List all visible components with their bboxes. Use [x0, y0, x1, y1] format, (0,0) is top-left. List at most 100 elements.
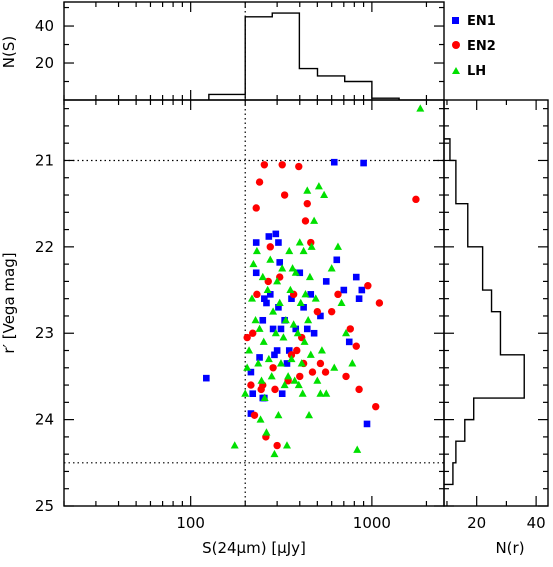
point-en1: [360, 159, 367, 167]
point-lh: [316, 389, 325, 397]
top-y-tick-label: 20: [35, 54, 54, 72]
point-en1: [303, 325, 311, 333]
point-lh: [348, 359, 357, 367]
y-tick-label: 25: [35, 497, 54, 515]
point-lh: [273, 277, 282, 285]
point-lh: [286, 285, 295, 294]
point-lh: [274, 410, 283, 419]
point-en1: [345, 338, 353, 346]
right-histogram: 20 40: [444, 100, 548, 532]
right-histogram-x-axis-label: N(r): [495, 539, 524, 557]
point-en2: [352, 342, 360, 350]
point-en1: [283, 360, 291, 367]
point-lh: [304, 315, 313, 324]
point-en1: [203, 374, 210, 382]
point-lh: [342, 328, 351, 337]
point-en2: [295, 162, 303, 171]
point-en1: [275, 304, 282, 311]
point-en1: [292, 325, 300, 333]
point-lh: [297, 359, 306, 367]
point-en2: [346, 325, 354, 333]
point-lh: [267, 372, 276, 380]
point-en1: [273, 347, 281, 354]
point-en2: [412, 195, 420, 204]
point-lh: [243, 363, 252, 371]
point-lh: [260, 393, 269, 402]
point-lh: [307, 242, 316, 250]
point-en1: [310, 329, 318, 337]
point-en2: [249, 329, 257, 337]
point-en2: [293, 346, 301, 355]
scatter-plot: 100 1000 21 22 23 24 25: [35, 100, 444, 532]
top-histogram-y-axis-label: N(S): [0, 36, 18, 68]
point-en1: [263, 299, 270, 307]
point-en2: [250, 411, 259, 419]
point-en2: [313, 307, 322, 316]
right-histogram-step-line: [444, 138, 525, 486]
point-en2: [273, 441, 281, 450]
point-en1: [277, 325, 285, 333]
point-en1: [249, 390, 257, 398]
point-lh: [298, 389, 307, 397]
point-en2: [355, 385, 363, 394]
x-tick-label: 100: [176, 514, 205, 532]
point-lh: [294, 380, 303, 389]
point-lh: [295, 238, 304, 246]
point-lh: [266, 255, 275, 263]
point-lh: [353, 445, 362, 453]
y-axis-label: r′ [Vega mag]: [0, 252, 18, 353]
point-lh: [314, 182, 323, 190]
top-y-tick-label: 40: [35, 17, 54, 35]
point-lh: [300, 337, 309, 345]
legend-marker-lh: [452, 67, 460, 74]
point-en2: [243, 333, 251, 342]
point-lh: [322, 389, 331, 397]
right-histogram-frame: [443, 99, 549, 507]
point-lh: [278, 264, 287, 272]
point-en1: [275, 239, 282, 246]
point-lh: [303, 186, 312, 194]
point-en1: [288, 295, 295, 302]
point-en2: [334, 290, 342, 299]
point-lh: [288, 264, 297, 272]
point-en1: [285, 347, 293, 354]
y-tick-label: 23: [35, 324, 54, 342]
point-en2: [271, 385, 279, 394]
point-en2: [260, 161, 269, 169]
point-lh: [285, 246, 294, 255]
point-en1: [317, 312, 324, 320]
x-tick-label: 1000: [353, 514, 391, 532]
point-en1: [269, 325, 277, 333]
point-en1: [355, 295, 363, 302]
point-lh: [317, 346, 326, 354]
point-lh: [256, 415, 265, 423]
point-en2: [247, 381, 255, 389]
point-lh: [291, 268, 300, 276]
legend: EN1 EN2 LH: [452, 14, 496, 79]
point-en1: [278, 390, 286, 398]
point-en1: [276, 259, 284, 266]
point-lh: [249, 259, 258, 268]
point-lh: [305, 272, 314, 281]
point-en1: [300, 304, 307, 311]
legend-marker-en2: [452, 41, 460, 49]
y-tick-label: 21: [35, 151, 54, 169]
point-en2: [375, 299, 384, 307]
point-en2: [296, 372, 304, 381]
point-lh: [255, 324, 264, 332]
point-en2: [253, 290, 261, 299]
y-tick-label: 24: [35, 411, 54, 429]
point-en1: [352, 273, 360, 281]
point-en2: [269, 364, 277, 372]
point-lh: [230, 441, 239, 449]
point-lh: [245, 346, 254, 354]
point-en2: [316, 359, 325, 368]
point-en2: [278, 161, 286, 169]
legend-label-en2: EN2: [467, 39, 496, 54]
point-lh: [280, 380, 289, 389]
point-lh: [313, 376, 322, 384]
point-en1: [259, 316, 267, 324]
point-lh: [258, 272, 267, 281]
point-lh: [306, 350, 315, 358]
